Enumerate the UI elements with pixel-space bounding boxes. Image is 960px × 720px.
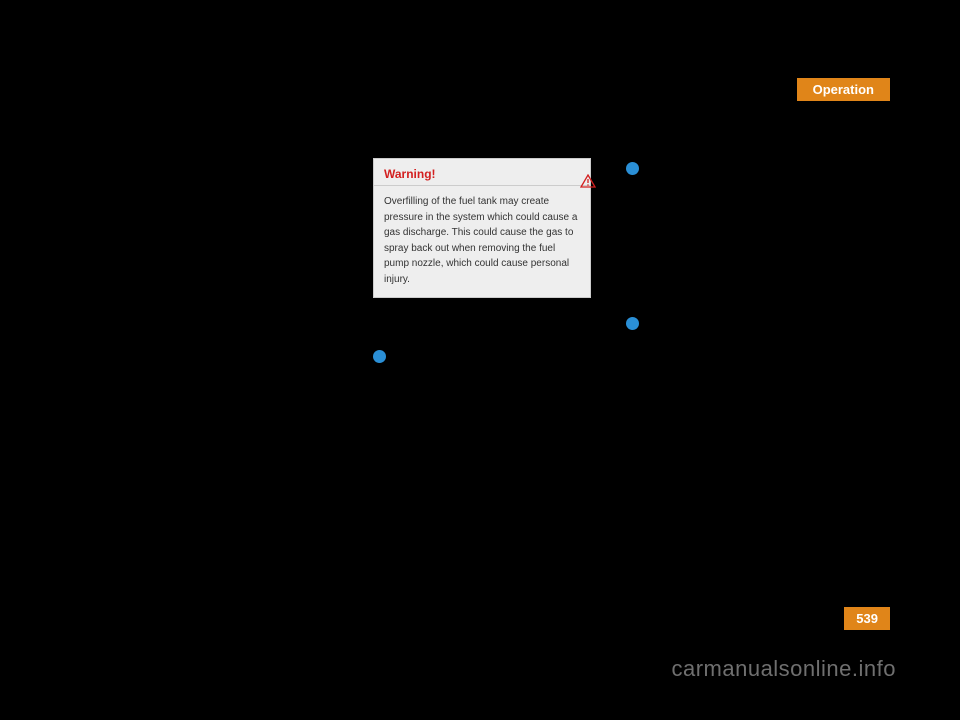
step-bullet-icon xyxy=(373,350,386,363)
warning-body-text: Overfilling of the fuel tank may create … xyxy=(374,186,590,297)
warning-box: Warning! Overfilling of the fuel tank ma… xyxy=(373,158,591,298)
warning-title: Warning! xyxy=(384,167,436,181)
warning-header: Warning! xyxy=(374,159,590,186)
watermark-text: carmanualsonline.info xyxy=(671,656,896,682)
step-bullet-icon xyxy=(626,317,639,330)
step-bullet-icon xyxy=(626,162,639,175)
section-header-tab: Operation xyxy=(797,78,890,101)
page-number-tab: 539 xyxy=(844,607,890,630)
